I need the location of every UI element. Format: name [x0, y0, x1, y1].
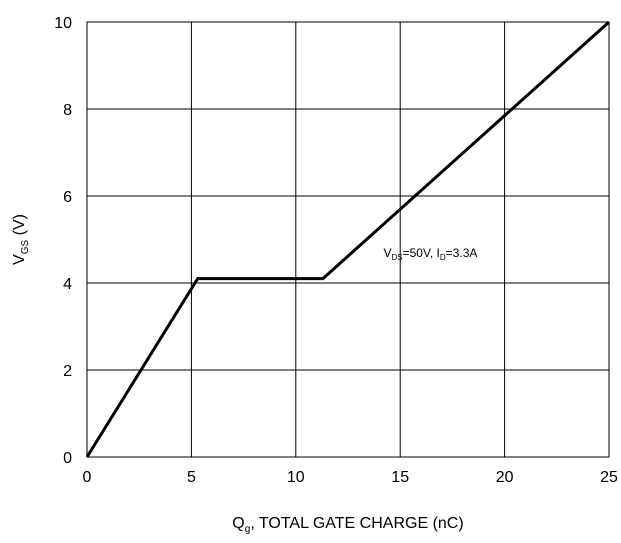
annotation-text: =3.3A: [446, 246, 478, 260]
x-axis-label: Qg, TOTAL GATE CHARGE (nC): [232, 515, 463, 535]
x-tick-label: 25: [600, 469, 618, 486]
gate-charge-curve: [85, 20, 611, 458]
y-tick-label: 2: [63, 363, 72, 380]
x-tick-label: 5: [187, 469, 196, 486]
y-tick-label: 10: [54, 15, 72, 32]
x-axis-label-subscript: g: [245, 524, 251, 535]
y-tick-label: 6: [63, 189, 72, 206]
test-condition-annotation: VDS=50V, ID=3.3A: [383, 246, 477, 262]
annotation-text: V: [383, 246, 391, 260]
x-tick-label: 10: [287, 469, 305, 486]
y-axis-tick-labels: 0 2 4 6 8 10: [54, 15, 72, 467]
x-tick-label: 0: [83, 469, 92, 486]
grid-lines: [86, 21, 610, 458]
series-group: [85, 20, 611, 458]
x-axis-label-main: Q: [232, 515, 244, 532]
x-tick-label: 15: [391, 469, 409, 486]
y-axis-label-main: V: [11, 254, 28, 265]
y-axis-label-subscript: GS: [20, 240, 31, 255]
annotation-subscript: D: [440, 253, 446, 262]
y-axis-label-rest: (V): [11, 214, 28, 240]
plot-area-frame: [86, 21, 610, 458]
y-tick-label: 8: [63, 102, 72, 119]
y-axis-label: VGS (V): [11, 214, 31, 265]
x-axis-tick-labels: 0 5 10 15 20 25: [83, 469, 618, 486]
y-tick-label: 4: [63, 276, 72, 293]
y-tick-label: 0: [63, 450, 72, 467]
annotation-subscript: DS: [392, 253, 403, 262]
x-axis-label-rest: , TOTAL GATE CHARGE (nC): [250, 515, 463, 532]
annotation-text: =50V, I: [403, 246, 440, 260]
x-tick-label: 20: [496, 469, 514, 486]
